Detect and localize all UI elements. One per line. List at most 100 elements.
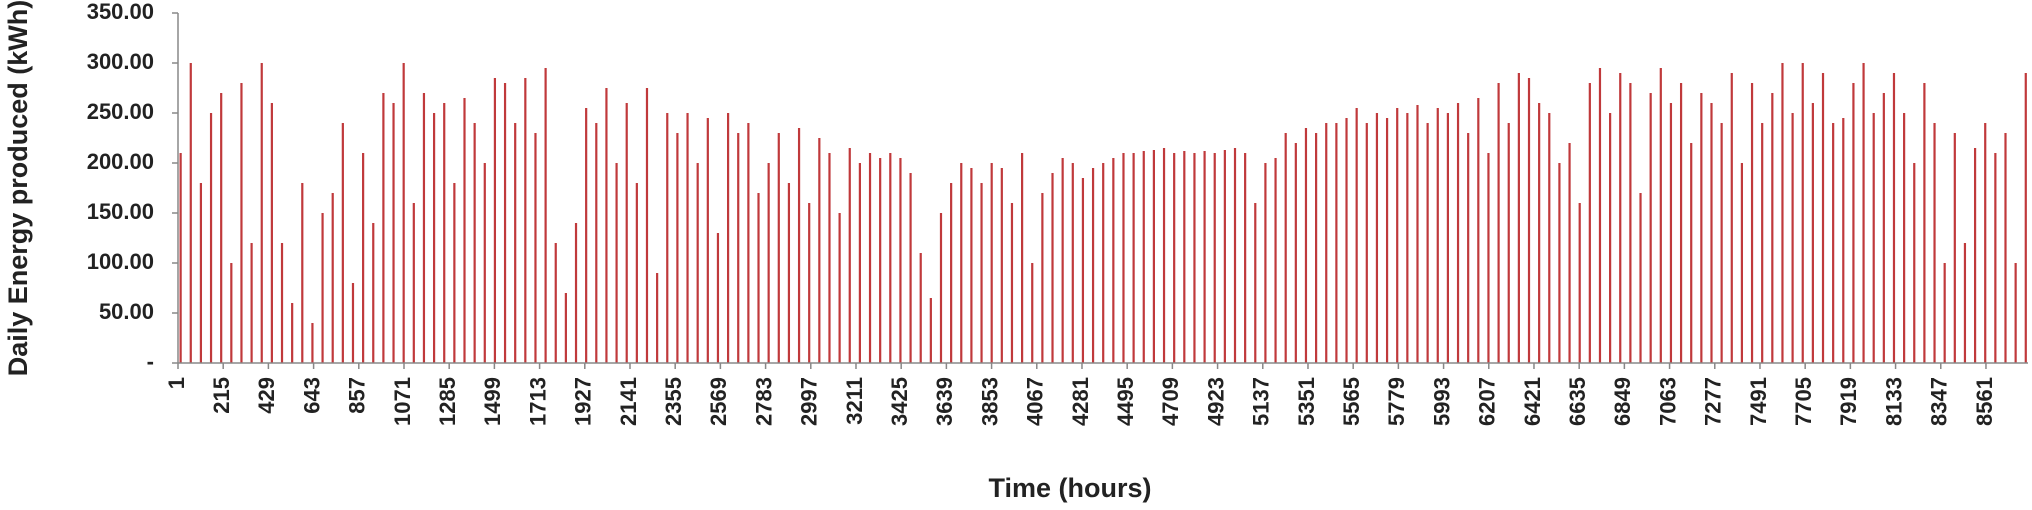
bar xyxy=(1365,123,1368,363)
bar xyxy=(1385,118,1389,363)
bar xyxy=(1497,83,1500,363)
bar xyxy=(838,213,841,363)
bar xyxy=(635,183,638,363)
bar xyxy=(1943,263,1946,363)
x-tick-label: 7277 xyxy=(1701,377,1726,426)
bar xyxy=(1892,73,1896,363)
bar xyxy=(2014,263,2017,363)
bar xyxy=(1345,118,1348,363)
bar xyxy=(909,173,912,363)
bar xyxy=(1193,153,1196,363)
bar xyxy=(1679,83,1683,363)
bar xyxy=(1071,163,1074,363)
bar xyxy=(473,123,476,363)
bar xyxy=(574,223,578,363)
bar xyxy=(453,183,456,363)
bar xyxy=(1872,113,1875,363)
bar xyxy=(1984,123,1987,363)
bar xyxy=(260,63,263,363)
y-tick-label: 350.00 xyxy=(87,0,154,24)
x-tick-label: 1071 xyxy=(390,377,415,426)
bar xyxy=(1771,93,1774,363)
bar xyxy=(1315,133,1318,363)
bar xyxy=(1690,143,1693,363)
x-tick-label: 2141 xyxy=(616,377,641,426)
bar xyxy=(1467,133,1470,363)
bar xyxy=(1558,163,1561,363)
bar xyxy=(1619,73,1622,363)
bar xyxy=(1862,63,1865,363)
x-tick-label: 6635 xyxy=(1565,377,1590,426)
bar xyxy=(1700,93,1703,363)
bar xyxy=(1406,113,1409,363)
bar xyxy=(1081,178,1085,363)
bar xyxy=(1669,103,1673,363)
bar xyxy=(321,213,324,363)
bar xyxy=(2004,133,2007,363)
bar xyxy=(1223,150,1226,363)
bar xyxy=(1852,83,1855,363)
bar xyxy=(980,183,983,363)
bar xyxy=(1568,143,1571,363)
x-tick-label: 5137 xyxy=(1249,377,1274,426)
bar xyxy=(544,68,547,363)
x-tick-label: 1499 xyxy=(480,377,505,426)
y-tick-label: - xyxy=(147,349,154,374)
bar xyxy=(1477,98,1480,363)
x-tick-label: 3425 xyxy=(887,377,912,426)
bar xyxy=(797,128,801,363)
bar xyxy=(534,133,537,363)
bar xyxy=(585,108,588,363)
y-tick-label: 200.00 xyxy=(87,149,154,174)
bar xyxy=(524,78,527,363)
bar xyxy=(1244,153,1247,363)
bar xyxy=(1507,123,1510,363)
bar xyxy=(1548,113,1551,363)
x-tick-label: 3211 xyxy=(842,377,867,425)
bar xyxy=(291,303,294,363)
x-tick-label: 1927 xyxy=(571,377,596,426)
x-tick-label: 1285 xyxy=(435,377,460,426)
x-tick-label: 8347 xyxy=(1927,377,1952,426)
bar xyxy=(1162,148,1166,363)
bar xyxy=(199,183,203,363)
bar xyxy=(1639,193,1642,363)
x-tick-label: 1 xyxy=(164,377,189,389)
y-axis-title: Daily Energy produced (kWh) xyxy=(3,0,33,376)
x-tick-label: 8561 xyxy=(1972,377,1997,426)
x-tick-label: 7491 xyxy=(1746,377,1771,426)
bar xyxy=(950,183,953,363)
bar xyxy=(1761,123,1764,363)
bar xyxy=(1375,113,1379,363)
bar xyxy=(1051,173,1054,363)
y-tick-label: 150.00 xyxy=(87,199,154,224)
bar xyxy=(686,113,689,363)
x-tick-label: 7919 xyxy=(1836,377,1861,426)
bar xyxy=(483,163,486,363)
bar xyxy=(747,123,750,363)
bar xyxy=(1659,68,1662,363)
bar xyxy=(311,323,314,363)
bar xyxy=(189,63,192,363)
bar xyxy=(645,88,649,363)
bar xyxy=(1649,93,1652,363)
bar xyxy=(331,193,334,363)
x-tick-label: 4281 xyxy=(1068,377,1093,426)
bar xyxy=(382,93,385,363)
bar xyxy=(889,153,892,363)
bar xyxy=(220,93,223,363)
bar xyxy=(929,298,932,363)
y-tick-label: 300.00 xyxy=(87,49,154,74)
bar xyxy=(808,203,811,363)
bar xyxy=(1233,148,1237,363)
x-tick-label: 7063 xyxy=(1655,377,1680,426)
bar xyxy=(1061,158,1064,363)
bar xyxy=(615,163,618,363)
bar xyxy=(240,83,243,363)
bar xyxy=(1811,103,1814,363)
bar xyxy=(1588,83,1591,363)
bar xyxy=(514,123,517,363)
bar xyxy=(402,63,405,363)
bar xyxy=(1882,93,1885,363)
